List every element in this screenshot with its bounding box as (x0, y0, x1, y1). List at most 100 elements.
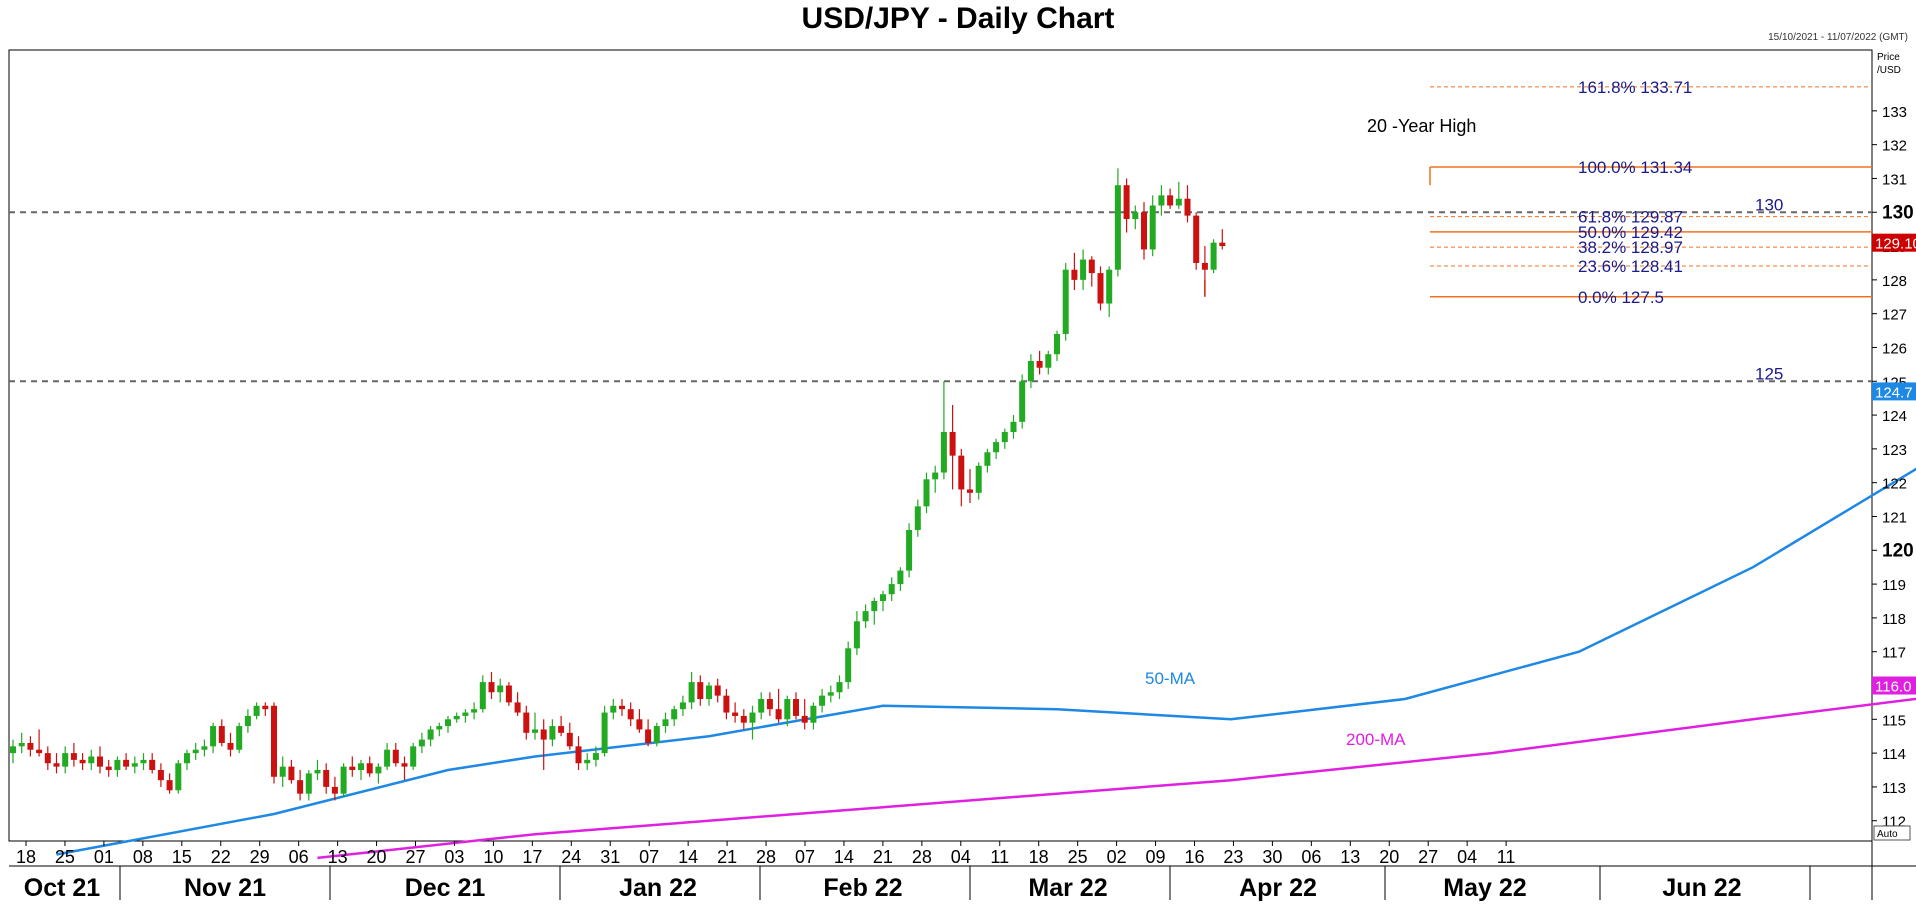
candle-body (967, 489, 973, 493)
candle-body (314, 770, 321, 774)
candle-body (653, 726, 660, 743)
candle (1175, 181, 1182, 209)
candle-body (549, 726, 556, 740)
candle-body (1027, 360, 1034, 382)
candle-body (558, 726, 565, 733)
candle-body (279, 766, 286, 777)
candle (358, 759, 364, 781)
candle (592, 746, 599, 767)
candle (1106, 266, 1113, 318)
candle (392, 742, 399, 767)
candle-body (97, 756, 103, 767)
candle-body (1201, 262, 1208, 270)
y-tick-label-120: 120 (1882, 540, 1914, 561)
y-tick-label-121: 121 (1882, 509, 1907, 526)
candle (575, 736, 582, 771)
candle-body (1132, 212, 1139, 220)
candle-body (70, 753, 77, 760)
y-tick-label-113: 113 (1882, 780, 1906, 797)
price-tag (1872, 233, 1916, 252)
candle-body (79, 759, 86, 764)
candle-body (671, 709, 678, 720)
fib-label-61.8%: 61.8% 129.87 (1578, 208, 1683, 227)
candle-body (253, 705, 260, 716)
fib-label-23.6%: 23.6% 128.41 (1578, 257, 1683, 276)
candle-body (975, 465, 982, 493)
x-tick-label: 08 (133, 847, 153, 867)
candle-body (401, 763, 408, 767)
candle (62, 746, 69, 774)
candle (932, 465, 939, 493)
candle-body (923, 479, 930, 507)
candle-body (993, 442, 1000, 453)
candle (105, 759, 112, 777)
candle (1080, 249, 1087, 291)
candle-body (1019, 381, 1026, 422)
candle (149, 753, 156, 774)
candle (610, 699, 617, 720)
candle (862, 604, 869, 629)
candle-body (184, 753, 190, 764)
candle (70, 742, 77, 767)
ma200-label: 200-MA (1346, 730, 1406, 749)
candle-body (488, 682, 495, 693)
candle-body (1175, 198, 1182, 206)
candle-body (540, 729, 547, 740)
candle (897, 567, 904, 591)
candle (253, 702, 260, 720)
candle-body (1001, 431, 1008, 443)
candle-body (384, 749, 391, 767)
candle (532, 712, 538, 740)
date-range-label: 15/10/2021 - 11/07/2022 (GMT) (1768, 32, 1908, 43)
candle-body (662, 719, 669, 727)
x-tick-label: 20 (1379, 847, 1399, 867)
candle-body (53, 763, 60, 767)
x-tick-label: 25 (1068, 847, 1088, 867)
candle (479, 675, 486, 713)
candle (314, 759, 321, 781)
candle (888, 577, 895, 601)
chart-title: USD/JPY - Daily Chart (801, 2, 1115, 35)
candle (1097, 266, 1104, 311)
candle-body (445, 719, 451, 727)
candle (1219, 229, 1226, 250)
y-tick-label-122: 122 (1882, 476, 1907, 493)
candle-body (784, 699, 791, 720)
candle-body (166, 780, 173, 791)
candle-body (462, 712, 469, 716)
x-tick-label: 18 (16, 847, 36, 867)
x-tick-label: 14 (678, 847, 698, 867)
candle-body (1219, 242, 1226, 247)
moving-averages: 50-MA 200-MA (56, 467, 1916, 860)
candle (549, 719, 556, 747)
candle-body (140, 759, 147, 764)
candle (975, 462, 982, 500)
candle (218, 719, 225, 747)
candle (166, 773, 173, 794)
candle-body (340, 766, 347, 794)
month-label: Dec 21 (405, 874, 486, 902)
candle-body (1149, 205, 1156, 250)
x-tick-label: 11 (990, 847, 1009, 867)
candle-body (636, 719, 643, 730)
candle (662, 712, 669, 733)
candle (723, 688, 730, 720)
candle-body (331, 786, 338, 794)
candle (427, 726, 434, 747)
candle-body (192, 749, 199, 754)
candle (410, 742, 417, 771)
candle-body (592, 753, 599, 760)
candle (914, 499, 921, 537)
candle-body (157, 770, 164, 781)
ma-line-200-MA (317, 697, 1916, 860)
candle (1045, 350, 1052, 375)
candle-body (10, 746, 16, 754)
candle-body (505, 685, 512, 703)
candle-body (827, 692, 834, 696)
candle (688, 671, 695, 710)
x-tick-label: 07 (639, 847, 659, 867)
x-tick-label: 15 (172, 847, 192, 867)
candle (619, 699, 625, 716)
candle-body (123, 759, 130, 767)
candle-body (436, 726, 443, 730)
